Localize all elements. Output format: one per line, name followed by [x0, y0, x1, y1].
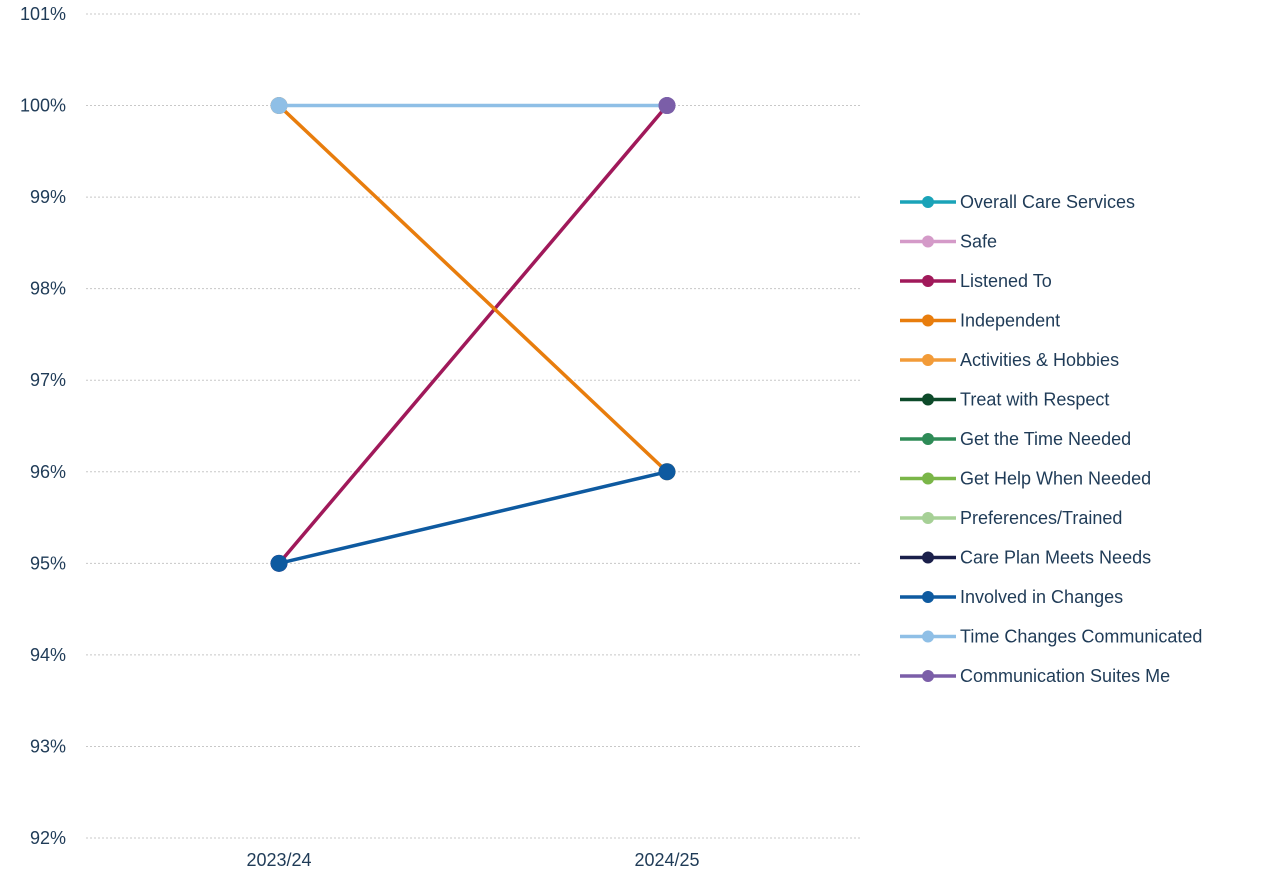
x-tick-label-0: 2023/24	[246, 850, 311, 870]
y-tick-label-3: 95%	[30, 553, 66, 573]
legend-swatch-marker-1	[922, 235, 934, 248]
y-tick-label-8: 100%	[20, 96, 66, 116]
legend-label-7: Get Help When Needed	[960, 469, 1151, 489]
legend-swatch-marker-8	[922, 512, 934, 524]
legend-label-3: Independent	[960, 311, 1060, 331]
y-tick-label-4: 96%	[30, 462, 66, 482]
gridlines	[86, 13, 860, 839]
series-lines	[270, 97, 676, 572]
legend-label-2: Listened To	[960, 271, 1052, 291]
legend-swatch-marker-9	[922, 551, 934, 564]
legend-swatch-marker-6	[922, 433, 934, 445]
legend-label-1: Safe	[960, 232, 997, 252]
legend-swatch-marker-7	[922, 472, 934, 485]
y-axis-ticks: 92% 93% 94% 95% 96% 97% 98% 99% 100% 101%	[20, 4, 66, 848]
legend-label-11: Time Changes Communicated	[960, 627, 1202, 647]
legend-swatch-marker-2	[922, 275, 934, 287]
series-line-3	[277, 103, 669, 474]
data-point-11-0	[270, 97, 288, 115]
series-line-2	[277, 103, 669, 566]
legend-label-6: Get the Time Needed	[960, 429, 1131, 449]
legend-label-0: Overall Care Services	[960, 192, 1135, 212]
y-tick-label-2: 94%	[30, 645, 66, 665]
y-tick-label-6: 98%	[30, 279, 66, 299]
legend-swatch-marker-3	[922, 314, 934, 327]
y-tick-label-9: 101%	[20, 4, 66, 24]
legend-label-4: Activities & Hobbies	[960, 350, 1119, 370]
legend-label-10: Involved in Changes	[960, 587, 1123, 607]
legend-swatch-marker-5	[922, 393, 934, 406]
y-tick-label-1: 93%	[30, 736, 66, 756]
data-point-12-1	[658, 97, 676, 115]
legend-label-8: Preferences/Trained	[960, 508, 1122, 528]
legend-swatch-marker-4	[922, 354, 934, 366]
x-tick-label-1: 2024/25	[634, 850, 699, 870]
data-point-10-0	[270, 554, 288, 572]
legend-swatch-marker-12	[922, 670, 934, 682]
legend-label-12: Communication Suites Me	[960, 666, 1170, 686]
x-axis-ticks: 2023/24 2024/25	[246, 850, 699, 870]
data-point-10-1	[658, 463, 676, 481]
legend: Overall Care Services Safe Listened To Inde…	[900, 192, 1202, 686]
series-line-10	[277, 470, 669, 566]
legend-swatch-marker-11	[922, 630, 934, 643]
legend-swatch-marker-10	[922, 591, 934, 603]
legend-label-9: Care Plan Meets Needs	[960, 548, 1151, 568]
y-tick-label-0: 92%	[30, 828, 66, 848]
legend-label-5: Treat with Respect	[960, 390, 1109, 410]
y-tick-label-7: 99%	[30, 187, 66, 207]
y-tick-label-5: 97%	[30, 370, 66, 390]
legend-swatch-marker-0	[922, 196, 934, 208]
